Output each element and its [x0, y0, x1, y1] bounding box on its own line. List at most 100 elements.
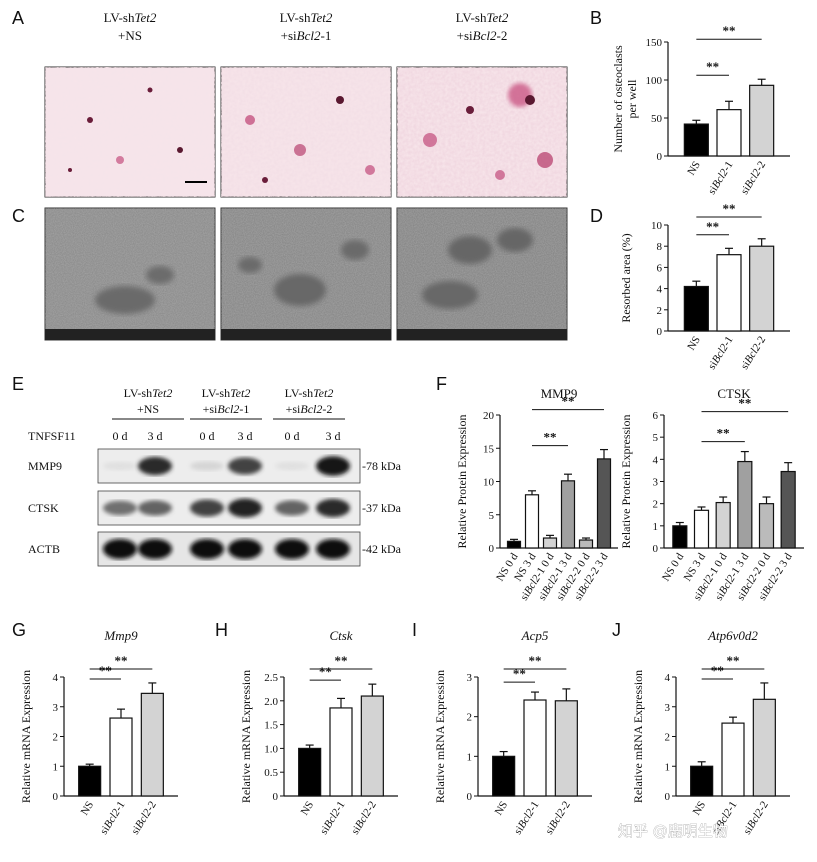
y-tick-label: 1: [53, 761, 59, 773]
blot-band: [275, 500, 309, 516]
chart-title: Mmp9: [103, 628, 138, 643]
bar: [578, 539, 594, 549]
blot-band: [138, 500, 172, 516]
significance-label: **: [115, 653, 128, 668]
y-axis-label: Relative mRNA Expression: [239, 670, 253, 803]
y-tick-label: 5: [489, 510, 495, 522]
blot-actb: [97, 531, 361, 567]
bar: [683, 123, 709, 157]
chart-title: MMP9: [541, 386, 578, 401]
bar: [360, 695, 384, 797]
y-tick-label: 10: [483, 477, 495, 489]
timepoint-label: 3 d: [326, 429, 341, 443]
blot-band: [275, 461, 309, 471]
micrograph-title-line2: +siBcl2-2: [457, 28, 508, 43]
y-tick-label: 1: [467, 751, 473, 763]
chart-title: Acp5: [521, 628, 549, 643]
micrograph-title-line2: +NS: [118, 28, 142, 43]
y-tick-label: 3: [653, 477, 659, 489]
y-tick-label: 10: [651, 220, 663, 232]
blot-band: [190, 499, 224, 517]
significance-label: **: [529, 653, 542, 668]
blot-band: [103, 461, 137, 471]
bar: [298, 747, 322, 797]
significance-label: **: [706, 59, 719, 74]
sem-image-sibcl2-1: [220, 207, 392, 341]
y-tick-label: 3: [665, 702, 671, 714]
watermark: 知乎 @鹿明生物: [618, 822, 728, 840]
bar: [721, 722, 745, 797]
significance-label: **: [738, 396, 751, 411]
tnfsf11-label: TNFSF11: [28, 429, 76, 443]
x-tick-label: NS: [79, 799, 97, 817]
bar: [78, 765, 102, 797]
blot-ctsk: [97, 490, 361, 526]
y-tick-label: 5: [653, 432, 659, 444]
micrograph-title-line1: LV-shTet2: [280, 10, 333, 25]
x-tick-label: siBcl2-1: [98, 799, 128, 836]
micrograph-title-line1: LV-shTet2: [104, 10, 157, 25]
panel-label-f: F: [436, 374, 447, 394]
x-tick-label: siBcl2-1: [318, 799, 348, 836]
y-tick-label: 150: [646, 37, 663, 49]
significance-label: **: [717, 426, 730, 441]
chart-title: Ctsk: [329, 628, 352, 643]
x-tick-label: siBcl2-2: [741, 799, 771, 836]
protein-label: ACTB: [28, 542, 60, 556]
y-axis-label: Number of osteoclastsper well: [611, 45, 639, 153]
blot-band: [316, 539, 350, 559]
panel-label-b: B: [590, 8, 602, 28]
x-tick-label: siBcl2-1: [706, 334, 736, 371]
y-tick-label: 4: [53, 672, 59, 684]
sem-image-sibcl2-2: [396, 207, 568, 341]
y-tick-label: 1.5: [264, 720, 278, 732]
timepoint-label: 3 d: [238, 429, 253, 443]
bar: [596, 458, 612, 549]
bar: [693, 509, 710, 549]
y-tick-label: 0: [653, 543, 659, 555]
y-tick-label: 15: [483, 443, 495, 455]
y-axis-label: Relative mRNA Expression: [19, 670, 33, 803]
y-tick-label: 2: [467, 712, 473, 724]
kda-label: -42 kDa: [362, 542, 402, 556]
western-blot: LV-shTet2 +NS LV-shTet2 +siBcl2-1 LV-shTet2 +…: [28, 386, 402, 567]
significance-label: **: [99, 663, 112, 678]
y-tick-label: 2: [657, 305, 663, 317]
x-tick-label: siBcl2-2: [543, 799, 573, 836]
y-tick-label: 20: [483, 410, 495, 422]
bar: [506, 540, 522, 549]
bar: [524, 494, 540, 549]
panel-label-a: A: [12, 8, 24, 28]
y-axis-label: Relative Protein Expression: [619, 415, 633, 549]
bar: [780, 470, 796, 549]
y-tick-label: 1: [665, 761, 671, 773]
x-tick-label: siBcl2-1: [512, 799, 542, 836]
x-tick-label: siBcl2-1: [706, 159, 736, 196]
panel-label-h: H: [215, 620, 228, 640]
y-tick-label: 0: [657, 151, 663, 163]
y-tick-label: 0: [467, 791, 473, 803]
chart-title: CTSK: [717, 386, 751, 401]
y-axis-label: Relative mRNA Expression: [433, 670, 447, 803]
significance-label: **: [723, 23, 736, 38]
bar: [690, 765, 714, 797]
y-tick-label: 0: [489, 543, 495, 555]
bar: [492, 755, 516, 797]
chart-title: Atp6v0d2: [707, 628, 758, 643]
blot-band: [228, 539, 262, 559]
significance-label: **: [319, 664, 332, 679]
bar: [716, 254, 742, 332]
blot-group-label: LV-shTet2: [285, 386, 334, 400]
y-tick-label: 2.5: [264, 672, 278, 684]
blot-group-label: +NS: [137, 402, 159, 416]
bar: [554, 700, 578, 797]
kda-label: -78 kDa: [362, 459, 402, 473]
bar: [749, 84, 775, 157]
y-tick-label: 2: [653, 499, 659, 511]
x-tick-label: NS: [493, 799, 511, 817]
y-tick-label: 4: [657, 284, 663, 296]
chart-d: 0 2 4 6 8 10 Resorbed area (%) NSsiBcl2-1siBcl2…: [619, 201, 790, 372]
